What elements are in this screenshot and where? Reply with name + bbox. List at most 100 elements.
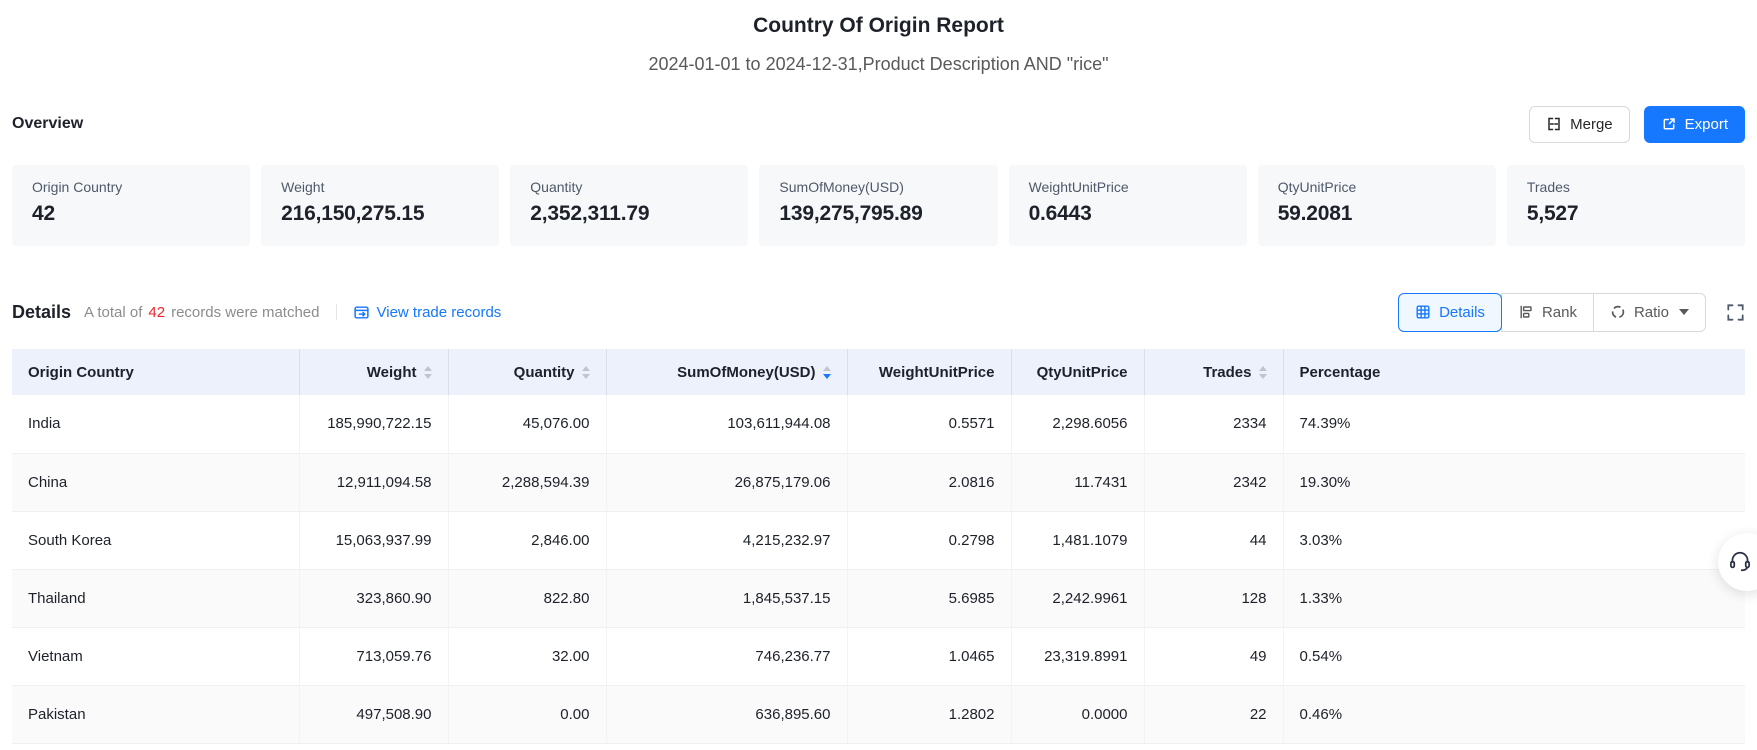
match-summary-suffix: records were matched: [171, 303, 320, 321]
matched-count: 42: [148, 303, 166, 321]
cell-weightunitprice: 1.2802: [847, 685, 1012, 744]
column-label: WeightUnitPrice: [878, 363, 995, 381]
table-row-china: China 12,911,094.58 2,288,594.39 26,875,179…: [12, 453, 1745, 512]
view-trade-records-label: View trade records: [376, 303, 502, 321]
match-summary-prefix: A total of: [84, 303, 143, 321]
overview-bar: Overview Merge Export: [12, 105, 1745, 143]
details-heading: Details: [12, 301, 72, 322]
column-header-sumofmoney-usd[interactable]: SumOfMoney(USD): [606, 349, 848, 395]
view-switcher: Details Rank Ratio: [1398, 292, 1706, 332]
cell-weightunitprice: 0.2798: [847, 511, 1012, 570]
cell-trades: 2334: [1144, 395, 1284, 454]
cell-sumofmoney-usd: 103,611,944.08: [606, 395, 848, 454]
details-table: Origin Country Weight Quantity SumOfMoney(U…: [12, 349, 1745, 744]
ratio-view-icon: [1611, 305, 1625, 319]
column-header-qtyunitprice: QtyUnitPrice: [1011, 349, 1145, 395]
sort-icon[interactable]: [423, 365, 432, 379]
cell-percentage: 1.33%: [1283, 569, 1745, 628]
match-summary: A total of 42 records were matched: [84, 304, 319, 321]
cell-weight: 15,063,937.99: [299, 511, 449, 570]
sort-icon[interactable]: [581, 365, 590, 379]
overview-card-trades: Trades 5,527: [1506, 165, 1745, 246]
cell-origin-country: Thailand: [12, 569, 300, 628]
cell-sumofmoney-usd: 636,895.60: [606, 685, 848, 744]
column-header-quantity[interactable]: Quantity: [448, 349, 607, 395]
card-value: 216,150,275.15: [281, 202, 425, 225]
cell-trades: 49: [1144, 627, 1284, 686]
card-label: SumOfMoney(USD): [779, 179, 904, 195]
card-label: Origin Country: [32, 179, 123, 195]
view-trade-records-link[interactable]: View trade records: [353, 303, 502, 321]
ratio-view-button[interactable]: Ratio: [1592, 292, 1706, 332]
column-label: Weight: [366, 363, 417, 381]
cell-trades: 22: [1144, 685, 1284, 744]
cell-sumofmoney-usd: 746,236.77: [606, 627, 848, 686]
details-view-button[interactable]: Details: [1398, 292, 1502, 332]
rank-view-icon: [1520, 305, 1532, 319]
cell-qtyunitprice: 2,242.9961: [1011, 569, 1145, 628]
cell-weightunitprice: 0.5571: [847, 395, 1012, 454]
report-subtitle: 2024-01-01 to 2024-12-31,Product Descrip…: [648, 54, 1109, 74]
cell-qtyunitprice: 11.7431: [1011, 453, 1145, 512]
column-label: SumOfMoney(USD): [677, 363, 816, 381]
cell-sumofmoney-usd: 26,875,179.06: [606, 453, 848, 512]
table-row-india: India 185,990,722.15 45,076.00 103,611,944.…: [12, 395, 1745, 454]
cell-percentage: 74.39%: [1283, 395, 1745, 454]
cell-trades: 128: [1144, 569, 1284, 628]
column-header-trades[interactable]: Trades: [1144, 349, 1284, 395]
sort-icon[interactable]: [1258, 365, 1267, 379]
card-value: 5,527: [1526, 202, 1579, 225]
cell-quantity: 0.00: [448, 685, 607, 744]
details-right: Details Rank Ratio: [1398, 292, 1745, 332]
cell-weight: 713,059.76: [299, 627, 449, 686]
column-label: Trades: [1203, 363, 1252, 381]
cell-percentage: 3.03%: [1283, 511, 1745, 570]
cell-weightunitprice: 2.0816: [847, 453, 1012, 512]
cell-weightunitprice: 5.6985: [847, 569, 1012, 628]
merge-icon: [1548, 117, 1560, 131]
card-value: 2,352,311.79: [530, 202, 650, 225]
cell-qtyunitprice: 0.0000: [1011, 685, 1145, 744]
headset-icon: [1730, 552, 1750, 572]
support-fab-button[interactable]: [1718, 533, 1757, 591]
chevron-down-icon: [1679, 309, 1689, 315]
card-label: Quantity: [530, 179, 583, 195]
card-label: Weight: [281, 179, 325, 195]
details-left: Details A total of 42 records were matched…: [12, 302, 501, 323]
overview-card-quantity: Quantity 2,352,311.79: [510, 165, 749, 246]
export-button[interactable]: Export: [1643, 105, 1745, 143]
table-view-icon: [1416, 305, 1430, 319]
cell-weight: 497,508.90: [299, 685, 449, 744]
ratio-view-label: Ratio: [1633, 303, 1669, 321]
card-value: 59.2081: [1277, 202, 1353, 225]
cell-sumofmoney-usd: 1,845,537.15: [606, 569, 848, 628]
details-bar: Details A total of 42 records were matched…: [12, 292, 1745, 332]
rank-view-button[interactable]: Rank: [1500, 292, 1594, 332]
cell-sumofmoney-usd: 4,215,232.97: [606, 511, 848, 570]
column-header-weight[interactable]: Weight: [299, 349, 449, 395]
column-header-origin-country: Origin Country: [12, 349, 300, 395]
sort-icon[interactable]: [822, 365, 831, 379]
card-label: QtyUnitPrice: [1277, 179, 1357, 195]
merge-button[interactable]: Merge: [1529, 105, 1630, 143]
fullscreen-icon: [1727, 303, 1744, 321]
table-row-vietnam: Vietnam 713,059.76 32.00 746,236.77 1.0465 23…: [12, 627, 1745, 686]
cell-weightunitprice: 1.0465: [847, 627, 1012, 686]
rank-view-label: Rank: [1541, 303, 1577, 321]
card-value: 0.6443: [1028, 202, 1092, 225]
cell-origin-country: India: [12, 395, 300, 454]
fullscreen-button[interactable]: [1726, 303, 1745, 322]
cell-origin-country: Vietnam: [12, 627, 300, 686]
column-label: QtyUnitPrice: [1036, 363, 1128, 381]
table-header-row: Origin Country Weight Quantity SumOfMoney(U…: [12, 349, 1745, 395]
overview-card-sumofmoney-usd: SumOfMoney(USD) 139,275,795.89: [759, 165, 998, 246]
card-label: WeightUnitPrice: [1028, 179, 1129, 195]
overview-cards: Origin Country 42 Weight 216,150,275.15 Quan…: [12, 165, 1745, 246]
divider: [335, 304, 337, 320]
table-row-thailand: Thailand 323,860.90 822.80 1,845,537.15 5.69…: [12, 569, 1745, 628]
overview-actions: Merge Export: [1529, 105, 1745, 143]
overview-heading: Overview: [12, 115, 84, 132]
card-value: 42: [32, 202, 55, 225]
cell-weight: 323,860.90: [299, 569, 449, 628]
overview-card-origin-country: Origin Country 42: [12, 165, 251, 246]
